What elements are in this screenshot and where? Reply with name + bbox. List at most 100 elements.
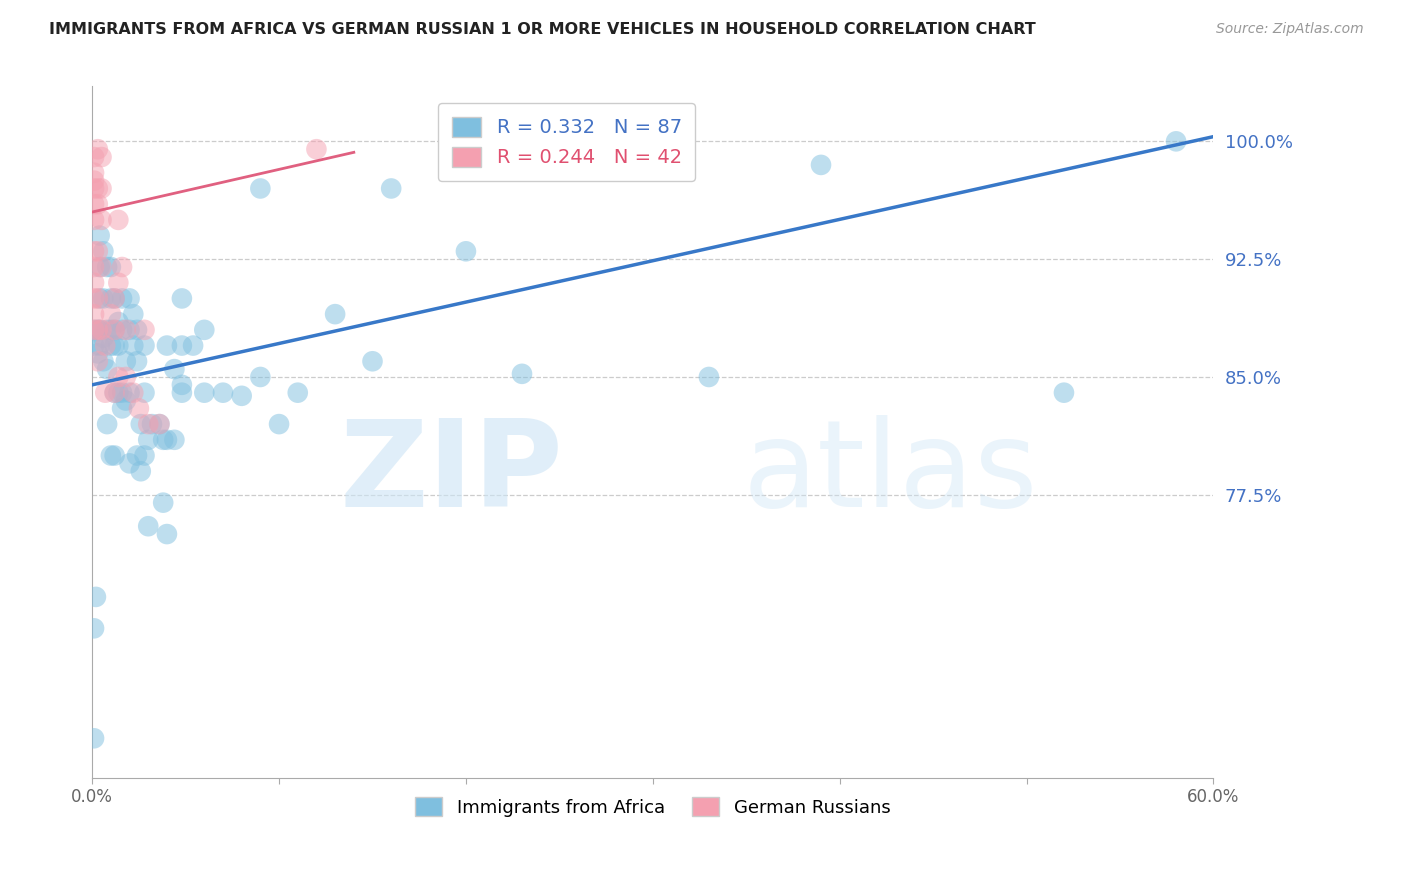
Point: [90, 213, 112, 227]
Point: [111, 323, 134, 337]
Point: [93, 292, 115, 306]
Point: [267, 417, 290, 431]
Point: [134, 338, 156, 352]
Point: [193, 323, 215, 337]
Point: [87, 346, 110, 360]
Point: [94, 338, 117, 352]
Point: [212, 385, 235, 400]
Point: [104, 385, 127, 400]
Point: [170, 338, 193, 352]
Point: [89, 292, 111, 306]
Point: [107, 385, 129, 400]
Point: [148, 417, 170, 431]
Point: [118, 323, 141, 337]
Point: [170, 292, 193, 306]
Point: [83, 323, 105, 337]
Point: [111, 385, 134, 400]
Point: [89, 228, 111, 243]
Point: [83, 166, 105, 180]
Point: [810, 158, 832, 172]
Point: [90, 260, 112, 274]
Point: [89, 260, 111, 274]
Point: [93, 354, 115, 368]
Point: [510, 367, 533, 381]
Point: [114, 354, 136, 368]
Point: [128, 401, 150, 416]
Point: [87, 142, 110, 156]
Point: [100, 449, 122, 463]
Point: [87, 181, 110, 195]
Text: ZIP: ZIP: [339, 415, 564, 532]
Point: [136, 417, 159, 431]
Point: [83, 323, 105, 337]
Point: [104, 449, 127, 463]
Point: [90, 181, 112, 195]
Point: [122, 385, 145, 400]
Point: [104, 385, 127, 400]
Point: [193, 385, 215, 400]
Point: [93, 331, 115, 345]
Point: [122, 338, 145, 352]
Point: [90, 323, 112, 337]
Point: [305, 142, 328, 156]
Point: [118, 385, 141, 400]
Point: [118, 292, 141, 306]
Point: [89, 323, 111, 337]
Point: [83, 181, 105, 195]
Point: [87, 323, 110, 337]
Point: [100, 292, 122, 306]
Point: [170, 385, 193, 400]
Point: [122, 307, 145, 321]
Point: [96, 362, 118, 376]
Point: [111, 260, 134, 274]
Point: [181, 338, 204, 352]
Point: [87, 244, 110, 259]
Point: [141, 417, 163, 431]
Text: atlas: atlas: [742, 415, 1038, 532]
Point: [380, 181, 402, 195]
Point: [125, 449, 148, 463]
Point: [125, 323, 148, 337]
Point: [84, 590, 107, 604]
Point: [83, 276, 105, 290]
Point: [96, 260, 118, 274]
Point: [107, 338, 129, 352]
Point: [107, 315, 129, 329]
Point: [96, 417, 118, 431]
Point: [83, 244, 105, 259]
Point: [152, 433, 174, 447]
Point: [231, 389, 253, 403]
Point: [125, 354, 148, 368]
Point: [129, 417, 152, 431]
Point: [104, 323, 127, 337]
Point: [83, 292, 105, 306]
Point: [107, 213, 129, 227]
Point: [114, 370, 136, 384]
Point: [134, 323, 156, 337]
Point: [83, 307, 105, 321]
Point: [83, 260, 105, 274]
Point: [87, 197, 110, 211]
Point: [89, 338, 111, 352]
Point: [83, 150, 105, 164]
Point: [1164, 134, 1187, 148]
Point: [163, 362, 186, 376]
Point: [83, 213, 105, 227]
Point: [152, 496, 174, 510]
Point: [361, 354, 384, 368]
Point: [107, 276, 129, 290]
Point: [107, 370, 129, 384]
Point: [1053, 385, 1076, 400]
Point: [136, 519, 159, 533]
Point: [104, 323, 127, 337]
Point: [114, 323, 136, 337]
Point: [83, 197, 105, 211]
Point: [148, 417, 170, 431]
Point: [134, 385, 156, 400]
Point: [104, 292, 127, 306]
Point: [83, 173, 105, 187]
Point: [83, 338, 105, 352]
Point: [454, 244, 477, 259]
Point: [83, 621, 105, 635]
Point: [100, 338, 122, 352]
